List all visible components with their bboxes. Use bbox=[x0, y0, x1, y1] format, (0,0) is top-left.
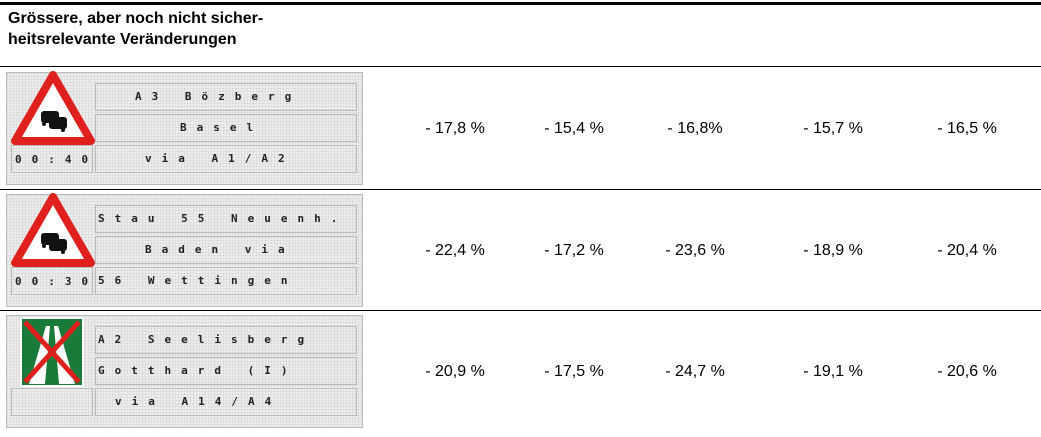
sign-cell bbox=[95, 267, 357, 295]
sign-time: 00:40 bbox=[15, 153, 99, 166]
sign-panel: 00:30 Stau 55 Neuenh. Baden via 56 Wettinge… bbox=[6, 193, 363, 307]
sign-panel: A2 Seelisberg Gotthard (I) via A14/A4 bbox=[6, 315, 363, 428]
heading-line: Grössere, aber noch nicht sicher- bbox=[8, 10, 264, 27]
warning-icon bbox=[11, 71, 95, 145]
value-cell: - 20,9 % bbox=[425, 363, 485, 380]
sign-text: Stau 55 Neuenh. bbox=[98, 212, 348, 225]
sign-text: A3 Bözberg bbox=[135, 90, 302, 103]
sign-text: Gotthard (I) bbox=[98, 364, 298, 377]
sign-cell bbox=[95, 236, 357, 264]
value-cell: - 23,6 % bbox=[665, 242, 725, 259]
sign-icon bbox=[11, 71, 95, 152]
value-cell: - 20,4 % bbox=[937, 242, 997, 259]
motorway-end-icon bbox=[20, 317, 84, 387]
value-cell: - 16,5 % bbox=[937, 120, 997, 137]
value-cell: - 24,7 % bbox=[665, 363, 725, 380]
row-rule bbox=[0, 189, 1041, 190]
value-cell: - 22,4 % bbox=[425, 242, 485, 259]
sign-cell bbox=[95, 357, 357, 385]
sign-cell bbox=[95, 388, 357, 416]
value-cell: - 20,6 % bbox=[937, 363, 997, 380]
value-cell: - 17,5 % bbox=[544, 363, 604, 380]
value-cell: - 18,9 % bbox=[803, 242, 863, 259]
sign-cell bbox=[11, 267, 93, 295]
sign-cell bbox=[11, 145, 93, 173]
heading: Grössere, aber noch nicht sicher- heitsr… bbox=[8, 8, 263, 50]
row-rule bbox=[0, 310, 1041, 311]
value-cell: - 17,8 % bbox=[425, 120, 485, 137]
sign-icon bbox=[19, 316, 85, 393]
sign-text: via A1/A2 bbox=[145, 152, 295, 165]
sign-cell bbox=[95, 326, 357, 354]
sign-text: 56 Wettingen bbox=[98, 274, 298, 287]
sign-text: Basel bbox=[180, 121, 264, 134]
sign-cell bbox=[95, 83, 357, 111]
sign-text: via A14/A4 bbox=[115, 395, 282, 408]
value-cell: - 19,1 % bbox=[803, 363, 863, 380]
sign-cell bbox=[95, 145, 357, 173]
sign-cell bbox=[95, 114, 357, 142]
value-cell: - 17,2 % bbox=[544, 242, 604, 259]
sign-cell bbox=[11, 388, 93, 416]
value-cell: - 15,7 % bbox=[803, 120, 863, 137]
sign-text: Baden via bbox=[145, 243, 295, 256]
value-cell: - 16,8% bbox=[667, 120, 723, 137]
heading-line: heitsrelevante Veränderungen bbox=[8, 31, 237, 48]
header-rule bbox=[0, 66, 1041, 67]
sign-panel: 00:40 A3 Bözberg Basel via A1/A2 bbox=[6, 71, 363, 185]
sign-time: 00:30 bbox=[15, 275, 99, 288]
sign-icon bbox=[11, 193, 95, 274]
warning-icon bbox=[11, 193, 95, 267]
value-cell: - 15,4 % bbox=[544, 120, 604, 137]
sign-cell bbox=[95, 205, 357, 233]
top-rule bbox=[0, 2, 1041, 5]
sign-text: A2 Seelisberg bbox=[98, 333, 315, 346]
